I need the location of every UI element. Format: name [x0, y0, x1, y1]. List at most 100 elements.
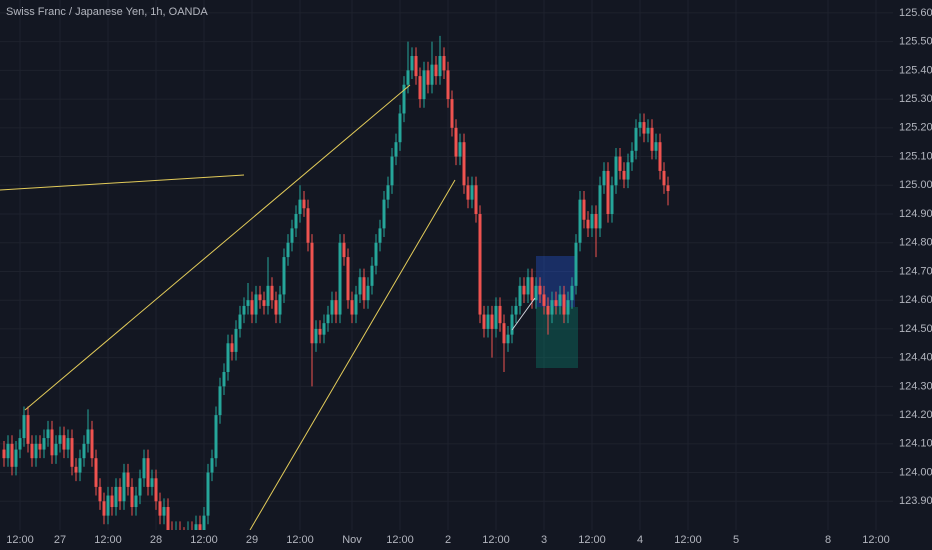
- candle-body: [374, 242, 378, 266]
- candle-body: [78, 458, 82, 473]
- candle-body: [398, 113, 402, 143]
- candle-body: [362, 277, 366, 301]
- candle-body: [382, 199, 386, 229]
- candle-body: [310, 242, 314, 344]
- candle-body: [514, 305, 518, 315]
- candle-body: [34, 443, 38, 459]
- candle-body: [402, 84, 406, 114]
- y-tick-label: 124.500: [899, 323, 932, 335]
- candle-body: [282, 257, 286, 295]
- trend-lines: [0, 84, 536, 530]
- grid: [0, 0, 893, 530]
- y-tick-label: 125.300: [899, 93, 932, 105]
- candle-body: [610, 185, 614, 215]
- candle-body: [366, 285, 370, 301]
- candle-body: [50, 429, 54, 456]
- y-tick-label: 124.000: [899, 466, 932, 478]
- candle-body: [110, 495, 114, 508]
- y-tick-label: 125.200: [899, 122, 932, 134]
- x-tick-label: 3: [541, 534, 547, 546]
- candle-body: [138, 478, 142, 496]
- candle-body: [506, 334, 510, 344]
- candle-body: [662, 170, 666, 186]
- candle-body: [154, 478, 158, 502]
- candle-body: [618, 156, 622, 171]
- x-tick-label: 12:00: [190, 534, 218, 546]
- trend-line: [511, 297, 536, 331]
- candle-body: [126, 472, 130, 487]
- candle-body: [410, 56, 414, 71]
- candle-body: [654, 142, 658, 151]
- x-tick-label: 12:00: [6, 534, 34, 546]
- candle-body: [30, 443, 34, 459]
- candle-body: [238, 314, 242, 329]
- candle-body: [314, 328, 318, 344]
- candle-body: [642, 122, 646, 134]
- candle-body: [422, 70, 426, 100]
- x-tick-label: 12:00: [578, 534, 606, 546]
- y-tick-label: 124.400: [899, 352, 932, 364]
- candle-body: [142, 458, 146, 479]
- candle-body: [286, 242, 290, 258]
- candle-body: [486, 314, 490, 329]
- x-tick-label: 8: [825, 534, 831, 546]
- candle-body: [554, 300, 558, 306]
- candle-body: [226, 343, 230, 373]
- candle-body: [386, 185, 390, 200]
- candle-body: [586, 219, 590, 229]
- candle-body: [334, 300, 338, 315]
- candle-body: [454, 127, 458, 157]
- candle-body: [630, 150, 634, 163]
- candle-body: [446, 70, 450, 100]
- x-tick-label: 12:00: [286, 534, 314, 546]
- candle-body: [18, 438, 22, 450]
- x-tick-label: Nov: [342, 534, 362, 546]
- candle-body: [198, 524, 202, 530]
- candle-body: [46, 429, 50, 439]
- x-tick-label: 2: [445, 534, 451, 546]
- candle-body: [538, 285, 542, 295]
- candle-body: [358, 277, 362, 295]
- candle-body: [94, 458, 98, 487]
- candle-body: [158, 501, 162, 516]
- candle-body: [266, 285, 270, 306]
- candle-body: [118, 486, 122, 502]
- candle-body: [326, 314, 330, 324]
- candle-body: [90, 429, 94, 459]
- candle-body: [74, 466, 78, 473]
- candle-body: [434, 64, 438, 77]
- candle-body: [86, 429, 90, 444]
- y-tick-label: 124.700: [899, 265, 932, 277]
- y-tick-label: 125.500: [899, 36, 932, 48]
- candle-body: [450, 99, 454, 128]
- candle-body: [62, 435, 66, 450]
- candle-body: [418, 76, 422, 100]
- candle-body: [82, 443, 86, 459]
- candle-body: [414, 56, 418, 77]
- candle-body: [502, 323, 506, 344]
- candle-body: [526, 277, 530, 295]
- candle-body: [558, 294, 562, 306]
- candles: [2, 35, 670, 530]
- candle-body: [102, 501, 106, 516]
- candle-body: [426, 70, 430, 85]
- candle-body: [542, 294, 546, 306]
- candle-body: [578, 199, 582, 243]
- axes: 123.900 124.000 124.100 124.200 124.300 124.4…: [6, 7, 932, 546]
- candle-body: [10, 443, 14, 467]
- trend-line: [24, 84, 411, 411]
- x-tick-label: 12:00: [482, 534, 510, 546]
- y-tick-label: 123.900: [899, 495, 932, 507]
- candle-body: [518, 285, 522, 306]
- candle-body: [390, 156, 394, 186]
- candle-body: [22, 415, 26, 439]
- candle-body: [462, 142, 466, 186]
- candle-body: [582, 199, 586, 220]
- candle-body: [274, 300, 278, 315]
- candle-body: [162, 507, 166, 516]
- y-tick-label: 124.100: [899, 438, 932, 450]
- candle-body: [206, 472, 210, 516]
- drawings: [536, 256, 578, 368]
